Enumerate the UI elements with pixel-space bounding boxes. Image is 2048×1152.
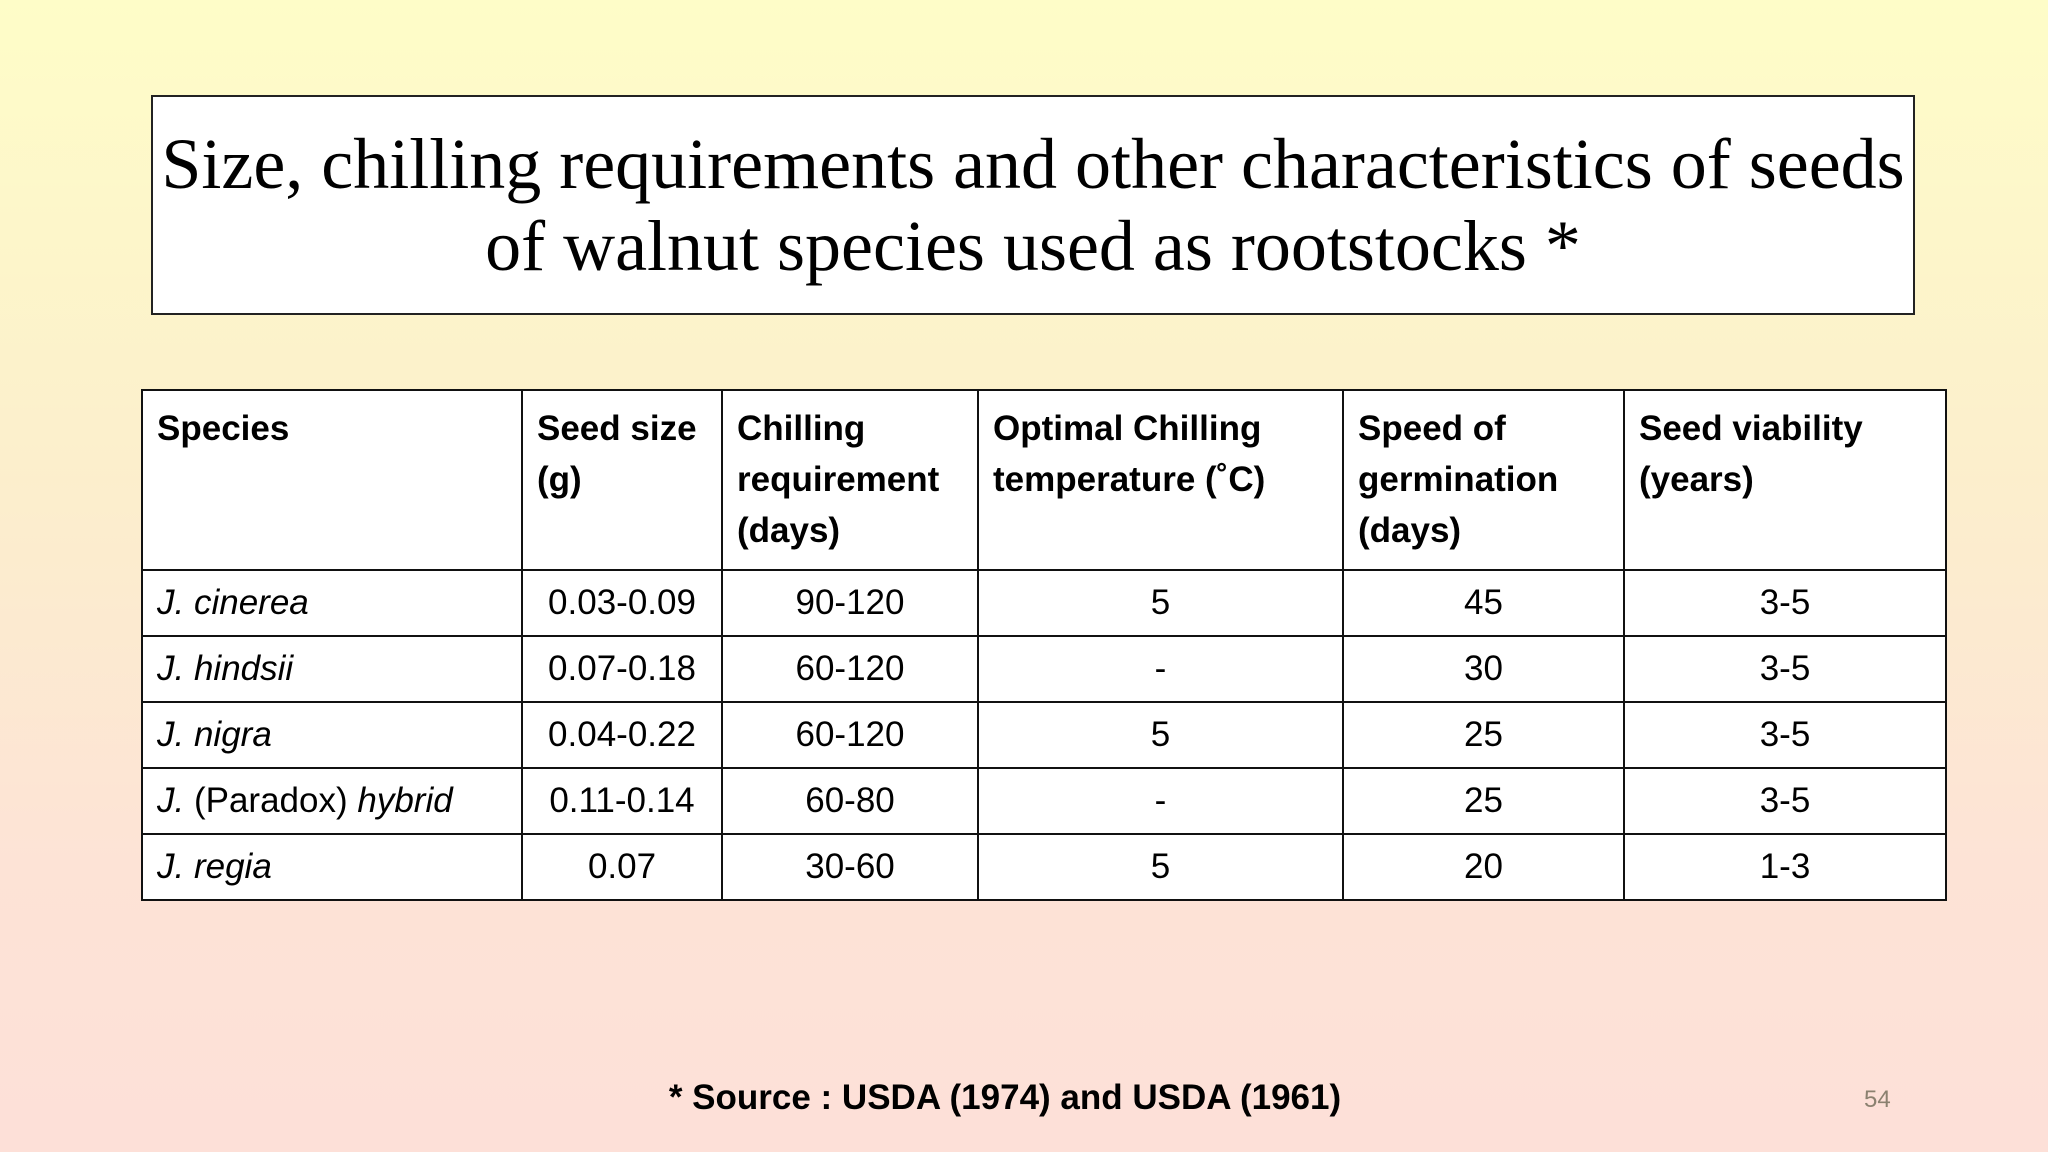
cell-germination: 30 [1342,635,1625,703]
species-prefix: J. [157,649,185,688]
cell-chilling: 60-120 [721,635,979,703]
cell-seed-size: 0.04-0.22 [521,701,723,769]
cell-species: J. nigra [141,701,523,769]
species-name: cinerea [193,583,309,622]
cell-species: J. hindsii [141,635,523,703]
cell-seed-size: 0.07-0.18 [521,635,723,703]
cell-germination: 20 [1342,833,1625,901]
cell-viability: 3-5 [1623,701,1947,769]
header-seed-viability: Seed viability (years) [1623,389,1947,571]
header-chilling-requirement: Chilling requirement (days) [721,389,979,571]
table-row: J. nigra 0.04-0.22 60-120 5 25 3-5 [141,701,1947,769]
species-prefix: J. [157,583,185,622]
table-row: J. cinerea 0.03-0.09 90-120 5 45 3-5 [141,569,1947,637]
cell-temperature: - [977,635,1344,703]
species-prefix: J. [157,715,185,754]
header-optimal-temperature: Optimal Chilling temperature (˚C) [977,389,1344,571]
cell-viability: 3-5 [1623,767,1947,835]
cell-species: J. (Paradox) hybrid [141,767,523,835]
cell-temperature: - [977,767,1344,835]
cell-chilling: 30-60 [721,833,979,901]
cell-germination: 45 [1342,569,1625,637]
cell-chilling: 60-80 [721,767,979,835]
cell-germination: 25 [1342,701,1625,769]
cell-temperature: 5 [977,833,1344,901]
title-box: Size, chilling requirements and other ch… [151,95,1915,315]
cell-temperature: 5 [977,701,1344,769]
cell-chilling: 90-120 [721,569,979,637]
table-header-row: Species Seed size (g) Chilling requireme… [141,389,1947,571]
cell-viability: 3-5 [1623,569,1947,637]
table-row: J. regia 0.07 30-60 5 20 1-3 [141,833,1947,901]
cell-seed-size: 0.07 [521,833,723,901]
cell-seed-size: 0.11-0.14 [521,767,723,835]
slide-title: Size, chilling requirements and other ch… [161,124,1905,286]
cell-seed-size: 0.03-0.09 [521,569,723,637]
source-note: * Source : USDA (1974) and USDA (1961) [668,1078,1342,1117]
cell-viability: 3-5 [1623,635,1947,703]
cell-germination: 25 [1342,767,1625,835]
species-plain: (Paradox) [193,781,348,820]
cell-temperature: 5 [977,569,1344,637]
seed-characteristics-table: Species Seed size (g) Chilling requireme… [141,389,1947,901]
header-seed-size: Seed size (g) [521,389,723,571]
header-species: Species [141,389,523,571]
species-prefix: J. [157,781,185,820]
table-row: J. hindsii 0.07-0.18 60-120 - 30 3-5 [141,635,1947,703]
species-name: nigra [193,715,272,754]
table-row: J. (Paradox) hybrid 0.11-0.14 60-80 - 25… [141,767,1947,835]
species-name: hindsii [193,649,294,688]
cell-viability: 1-3 [1623,833,1947,901]
species-name: regia [193,847,272,886]
species-name: hybrid [357,781,453,820]
cell-chilling: 60-120 [721,701,979,769]
cell-species: J. cinerea [141,569,523,637]
species-prefix: J. [157,847,185,886]
page-number: 54 [1864,1086,1891,1113]
header-germination-speed: Speed of germination (days) [1342,389,1625,571]
cell-species: J. regia [141,833,523,901]
